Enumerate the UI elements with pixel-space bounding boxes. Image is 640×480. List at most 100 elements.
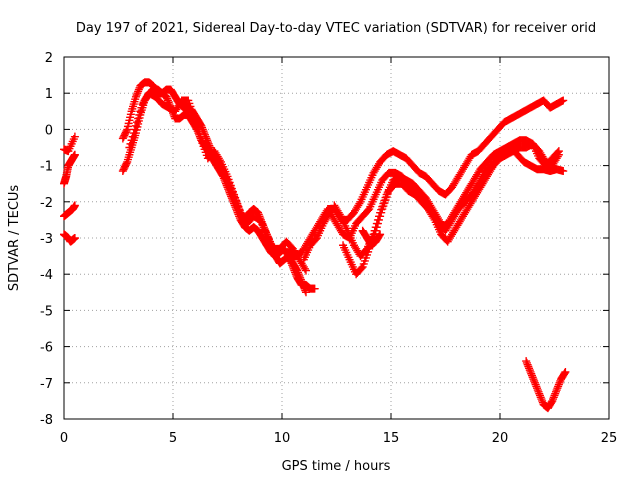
data-point [70, 150, 79, 159]
x-tick-label: 0 [60, 431, 68, 446]
data-point [191, 118, 200, 127]
data-point [300, 264, 309, 273]
data-point [301, 288, 310, 297]
data-point [297, 277, 306, 286]
data-point [70, 201, 79, 210]
data-point [133, 89, 142, 98]
data-point [296, 273, 305, 282]
y-tick-label: -7 [40, 377, 53, 392]
ticks [63, 56, 610, 420]
data-point [559, 96, 568, 105]
y-axis-label: SDTVAR / TECUs [7, 185, 22, 292]
data-point [70, 234, 79, 242]
data-point [533, 384, 542, 393]
series-track-L [358, 226, 385, 250]
data-marks [60, 78, 570, 413]
data-point [310, 284, 319, 293]
data-point [134, 87, 143, 96]
data-point [133, 118, 142, 127]
data-point [294, 270, 303, 279]
data-point [127, 136, 136, 145]
data-point [549, 393, 558, 402]
data-point [125, 143, 134, 152]
y-tick-label: -8 [40, 413, 53, 428]
data-point [554, 150, 563, 159]
data-point [219, 174, 228, 183]
data-point [375, 215, 384, 224]
series-track-K [339, 139, 563, 279]
data-point [522, 357, 531, 366]
x-tick-label: 25 [601, 431, 618, 446]
data-point [555, 378, 564, 387]
data-point [295, 272, 304, 281]
data-point [372, 223, 381, 232]
data-point [429, 214, 438, 223]
data-point [215, 156, 224, 165]
data-point [137, 103, 146, 112]
y-tick-label: -6 [40, 341, 53, 356]
data-point [530, 378, 539, 387]
data-point [531, 380, 540, 389]
data-point [134, 114, 143, 123]
data-point [551, 389, 560, 398]
data-point [375, 231, 384, 240]
data-point [549, 395, 558, 404]
data-point [300, 284, 309, 293]
x-tick-label: 5 [169, 431, 177, 446]
data-point [131, 121, 140, 130]
data-point [530, 376, 539, 385]
data-point [376, 230, 385, 239]
series-track-C [60, 230, 79, 246]
data-point [131, 92, 140, 101]
data-point [528, 373, 537, 382]
data-point [222, 179, 231, 188]
y-tick-label: -3 [40, 232, 53, 247]
data-point [538, 396, 547, 405]
data-point [192, 121, 201, 130]
data-point [560, 369, 569, 378]
y-tick-label: 1 [45, 87, 53, 102]
data-point [559, 167, 568, 176]
data-point [122, 126, 131, 135]
data-point [293, 266, 302, 275]
data-point [136, 107, 145, 116]
data-point [126, 139, 135, 148]
data-point [196, 132, 205, 141]
data-point [554, 382, 563, 391]
data-point [335, 210, 344, 219]
data-point [134, 85, 143, 94]
data-point [301, 286, 310, 295]
data-point [529, 375, 538, 384]
data-point [527, 371, 536, 380]
data-point [299, 282, 308, 291]
data-point [535, 389, 544, 398]
data-point [371, 226, 380, 235]
data-point [537, 395, 546, 404]
y-tick-label: 0 [45, 123, 53, 138]
data-point [532, 382, 541, 391]
data-point [551, 387, 560, 396]
data-point [550, 391, 559, 400]
data-point [162, 92, 171, 101]
data-point [376, 212, 385, 221]
x-tick-label: 15 [383, 431, 400, 446]
data-point [299, 281, 308, 290]
x-axis-label: GPS time / hours [282, 459, 391, 474]
series-track-D [60, 132, 79, 156]
data-point [373, 219, 382, 228]
x-tick-labels: 0 5 10 15 20 25 [60, 431, 617, 446]
data-point [536, 393, 545, 402]
series-track-G [125, 89, 310, 275]
data-point [524, 362, 533, 371]
data-point [130, 125, 139, 134]
data-point [553, 384, 562, 393]
data-point [525, 366, 534, 375]
series-track-A [60, 150, 79, 188]
data-point [535, 391, 544, 400]
grid [64, 57, 609, 419]
data-point [355, 199, 364, 208]
data-point [561, 367, 570, 376]
data-point [522, 358, 531, 367]
x-tick-label: 10 [274, 431, 291, 446]
